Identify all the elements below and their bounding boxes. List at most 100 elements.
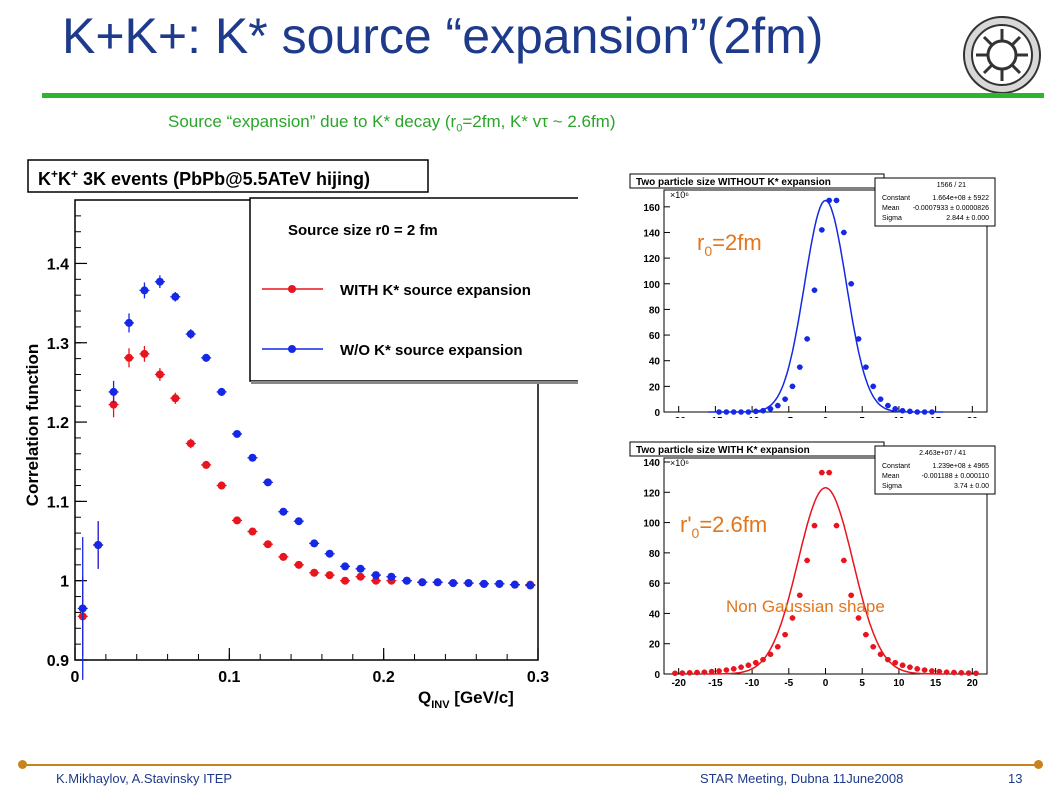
without-expansion-point bbox=[294, 517, 303, 526]
stats-entries: 2.463e+07 / 41 bbox=[919, 450, 966, 457]
data-point bbox=[708, 668, 715, 675]
data-point bbox=[877, 651, 884, 658]
data-point bbox=[752, 659, 759, 666]
footer-page-number: 13 bbox=[1008, 771, 1023, 786]
data-points bbox=[77, 275, 536, 680]
data-point bbox=[951, 669, 957, 676]
footer-meeting: STAR Meeting, Dubna 11June2008 bbox=[700, 771, 904, 786]
data-point bbox=[892, 405, 899, 412]
x-tick-label: 20 bbox=[967, 416, 979, 418]
data-point bbox=[914, 409, 921, 415]
with-expansion-point bbox=[325, 571, 334, 580]
y-tick-label: 120 bbox=[643, 254, 660, 265]
data-point bbox=[885, 402, 891, 409]
y-tick-label: 20 bbox=[649, 640, 661, 651]
correlation-chart: K+K+ 3K events (PbPb@5.5ATeV hijing) 0 0.… bbox=[18, 155, 578, 710]
data-point bbox=[811, 287, 818, 293]
data-point bbox=[929, 409, 935, 415]
with-expansion-point bbox=[109, 400, 118, 409]
data-point bbox=[929, 668, 935, 674]
plot-title: Two particle size WITHOUT K* expansion bbox=[636, 177, 831, 188]
size-plot-without-expansion: -20 -15 -10 -5 0 5 10 15 20 0 20 40 60 80 100 120 140 160… bbox=[622, 168, 1002, 418]
x-tick-label: 0 bbox=[823, 416, 829, 418]
plot-title-box: Two particle size WITHOUT K* expansion bbox=[629, 173, 885, 189]
with-expansion-point bbox=[310, 568, 319, 577]
data-point bbox=[841, 557, 847, 564]
data-point bbox=[848, 280, 854, 287]
x-tick-label: 5 bbox=[859, 678, 865, 686]
y-tick-label: 0 bbox=[654, 408, 660, 418]
title-rule bbox=[42, 93, 1044, 98]
data-point bbox=[899, 407, 906, 414]
data-point bbox=[767, 651, 774, 658]
data-point bbox=[804, 336, 810, 342]
data-points bbox=[716, 197, 935, 415]
data-point bbox=[782, 631, 788, 638]
data-point bbox=[819, 227, 825, 233]
non-gaussian-note: Non Gaussian shape bbox=[726, 597, 885, 616]
data-point bbox=[686, 669, 693, 676]
with-expansion-point bbox=[140, 349, 149, 358]
data-point bbox=[730, 666, 737, 672]
data-point bbox=[782, 396, 788, 402]
data-point bbox=[877, 396, 884, 402]
with-expansion-point bbox=[217, 481, 226, 490]
y-tick-label: 20 bbox=[649, 382, 661, 393]
without-expansion-point bbox=[418, 578, 427, 587]
stats-label-mean: Mean bbox=[882, 473, 900, 480]
data-point bbox=[767, 405, 774, 412]
itep-logo bbox=[963, 16, 1041, 94]
data-point bbox=[774, 402, 781, 409]
data-point bbox=[885, 656, 891, 663]
subtitle-part-b: =2fm, K* vτ ~ 2.6fm) bbox=[462, 112, 616, 131]
data-point bbox=[855, 615, 862, 621]
y-tick-label: 80 bbox=[649, 305, 661, 316]
data-point bbox=[672, 670, 678, 677]
data-point bbox=[863, 364, 869, 370]
legend-label-with: WITH K* source expansion bbox=[340, 282, 531, 299]
x-axis-label: QINV [GeV/c] bbox=[418, 688, 514, 710]
data-point bbox=[738, 664, 744, 670]
without-expansion-point bbox=[526, 581, 535, 590]
data-point bbox=[833, 197, 840, 204]
x-tick-label: 0.2 bbox=[373, 669, 395, 686]
without-expansion-point bbox=[248, 453, 257, 462]
y-tick-label: 0 bbox=[654, 670, 660, 681]
y-tick-label: 1.4 bbox=[47, 256, 69, 273]
with-expansion-point bbox=[171, 394, 180, 403]
without-expansion-point bbox=[464, 579, 473, 588]
data-point bbox=[760, 407, 766, 414]
data-point bbox=[738, 409, 744, 415]
data-point bbox=[716, 409, 722, 415]
without-expansion-point bbox=[155, 277, 164, 286]
y-tick-label: 140 bbox=[643, 458, 660, 469]
legend-header: Source size r0 = 2 fm bbox=[288, 222, 438, 239]
without-expansion-point bbox=[202, 353, 211, 362]
data-point bbox=[797, 592, 803, 599]
legend-box: Source size r0 = 2 fm WITH K* source exp… bbox=[249, 197, 578, 384]
x-tick-label: 0.1 bbox=[218, 669, 240, 686]
data-point bbox=[848, 592, 854, 599]
data-point bbox=[745, 409, 752, 415]
data-point bbox=[723, 409, 730, 415]
stats-box: 2.463e+07 / 41 Constant 1.239e+08 ± 4965… bbox=[874, 445, 996, 495]
data-point bbox=[973, 670, 979, 677]
data-point bbox=[943, 669, 950, 675]
size-plot-with-expansion: -20 -15 -10 -5 0 5 10 15 20 0 20 40 60 80 100 120 140 ×1… bbox=[622, 436, 1002, 686]
without-expansion-point bbox=[186, 330, 195, 339]
footer-dot-right bbox=[1034, 760, 1043, 769]
y-tick-label: 100 bbox=[643, 519, 660, 530]
legend-marker-with bbox=[288, 285, 296, 293]
plot-title-box: Two particle size WITH K* expansion bbox=[629, 441, 885, 457]
without-expansion-point bbox=[233, 429, 242, 438]
data-point bbox=[958, 669, 965, 676]
stats-value-mean: -0.001188 ± 0.000110 bbox=[922, 473, 990, 480]
x-tick-label: 5 bbox=[859, 416, 865, 418]
stats-value-sigma: 3.74 ± 0.00 bbox=[954, 483, 989, 490]
slide-subtitle: Source “expansion” due to K* decay (r0=2… bbox=[168, 112, 616, 134]
without-expansion-point bbox=[402, 576, 411, 585]
chart-title: K+K+ 3K events (PbPb@5.5ATeV hijing) bbox=[38, 167, 370, 189]
data-point bbox=[907, 664, 913, 670]
with-expansion-point bbox=[155, 370, 164, 379]
without-expansion-point bbox=[510, 580, 519, 589]
